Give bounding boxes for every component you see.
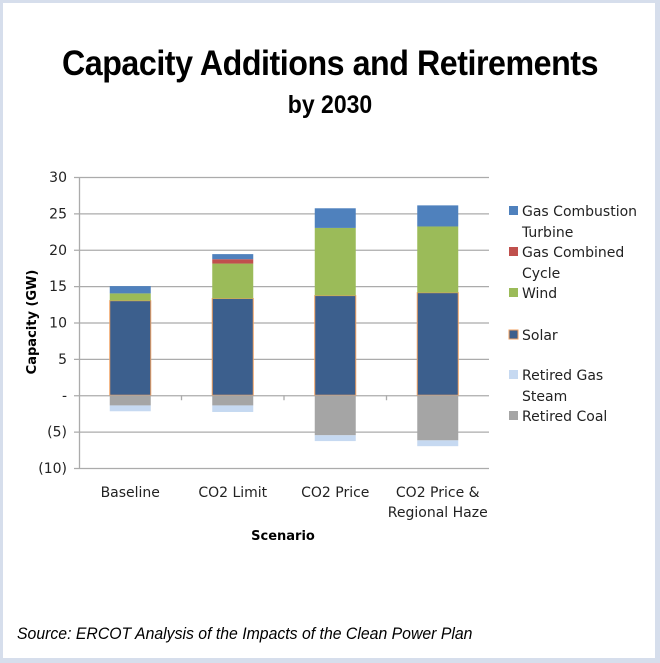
bar-segment-gas-combustion-turbine	[417, 205, 459, 227]
legend: Gas Combustion Turbine Gas Combined Cycle Wi…	[508, 204, 637, 425]
legend-item: Gas Combined Cycle	[509, 245, 624, 282]
legend-item: Retired Gas Steam	[509, 368, 603, 405]
x-axis-title: Scenario	[251, 529, 315, 544]
legend-item: Retired Coal	[509, 409, 607, 425]
legend-swatch	[509, 288, 518, 297]
y-tick-label: -	[62, 388, 67, 404]
bar-segment-gas-combustion-turbine	[109, 286, 151, 294]
y-tick-labels: 30 25 20 15 10 5 - (5) (10)	[38, 170, 67, 477]
y-tick-label: 25	[49, 206, 67, 222]
bar-segment-retired-gas-steam	[314, 435, 356, 442]
bar-segment-retired-coal	[417, 395, 459, 441]
bars	[109, 205, 459, 447]
axes	[78, 177, 388, 468]
x-category-label: CO2 Limit	[198, 485, 267, 501]
bar-segment-retired-gas-steam	[417, 440, 459, 447]
legend-swatch	[509, 206, 518, 215]
bar-segment-retired-coal	[109, 395, 151, 406]
source-note: Source: ERCOT Analysis of the Impacts of…	[17, 624, 473, 643]
bar-segment-solar	[314, 295, 357, 396]
bar-segment-gas-combustion-turbine	[212, 254, 254, 260]
bar-segment-retired-coal	[212, 395, 254, 406]
bar-segment-wind	[109, 293, 151, 301]
y-tick-label: 20	[49, 243, 67, 259]
bar-segment-solar	[416, 292, 459, 396]
chart-subtitle: by 2030	[287, 91, 373, 119]
chart-title: Capacity Additions and Retirements	[61, 44, 599, 83]
legend-label: Retired Coal	[522, 409, 607, 425]
x-category-label: CO2 Price	[301, 485, 369, 501]
legend-label: Gas Combustion Turbine	[521, 204, 637, 241]
legend-swatch	[509, 411, 518, 420]
y-tick-label: 30	[49, 170, 67, 186]
x-category-labels: Baseline CO2 Limit CO2 Price CO2 Price & Reg…	[101, 485, 488, 521]
bar-segment-solar	[109, 300, 152, 396]
legend-label: Gas Combined Cycle	[522, 245, 624, 282]
bar-segment-gas-combustion-turbine	[314, 208, 356, 228]
legend-swatch	[509, 247, 518, 256]
x-category-label: CO2 Price & Regional Haze	[388, 485, 488, 521]
bar-segment-gas-combined-cycle	[212, 259, 254, 264]
bar-segment-wind	[314, 227, 356, 296]
bar-segment-retired-gas-steam	[109, 405, 151, 412]
bar-segment-wind	[212, 263, 254, 299]
legend-item: Gas Combustion Turbine	[509, 204, 637, 241]
legend-label: Retired Gas Steam	[522, 368, 603, 405]
x-category-label: Baseline	[101, 485, 160, 501]
y-tick-label: 10	[49, 316, 67, 332]
y-tick-label: 5	[58, 352, 67, 368]
y-axis-title: Capacity (GW)	[25, 270, 40, 375]
y-tick-label: (5)	[47, 425, 67, 441]
y-tick-label: 15	[49, 279, 67, 295]
y-tick-label: (10)	[38, 461, 67, 477]
bar-segment-wind	[417, 226, 459, 293]
bar-segment-retired-coal	[314, 395, 356, 436]
bar-segment-solar	[211, 297, 254, 396]
legend-swatch	[508, 329, 519, 340]
bar-segment-retired-gas-steam	[212, 405, 254, 412]
legend-label: Solar	[522, 328, 558, 344]
legend-label: Wind	[522, 286, 557, 302]
legend-item: Solar	[508, 328, 558, 344]
legend-item: Wind	[509, 286, 557, 302]
legend-swatch	[509, 370, 518, 379]
